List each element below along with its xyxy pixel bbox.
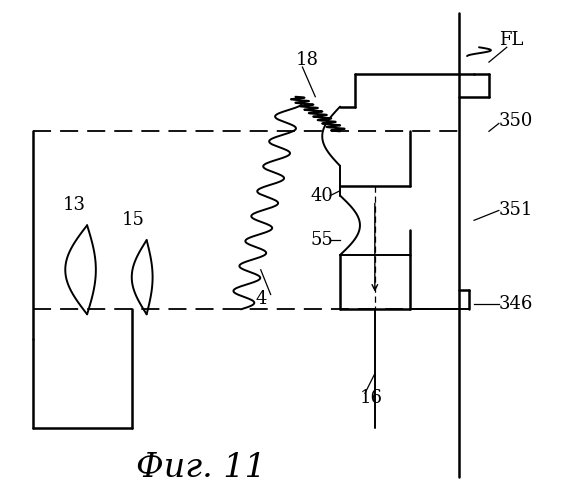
Text: FL: FL bbox=[499, 32, 523, 50]
Text: 55: 55 bbox=[310, 231, 333, 249]
Text: 351: 351 bbox=[499, 202, 533, 220]
Text: 15: 15 bbox=[122, 212, 145, 230]
Text: 4: 4 bbox=[256, 290, 267, 308]
Text: 40: 40 bbox=[310, 186, 333, 204]
Text: Фиг. 11: Фиг. 11 bbox=[137, 452, 266, 484]
Text: 16: 16 bbox=[360, 390, 383, 407]
Text: 346: 346 bbox=[499, 296, 533, 314]
Text: 350: 350 bbox=[499, 112, 533, 130]
Text: 18: 18 bbox=[296, 51, 318, 69]
Text: 13: 13 bbox=[62, 196, 85, 214]
